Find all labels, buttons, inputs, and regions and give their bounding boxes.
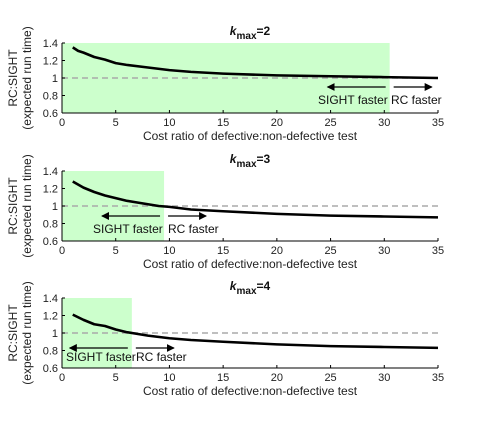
x-tick-label: 35 xyxy=(432,117,444,129)
panel-3: 0 5 10 15 20 25 30 35 0.6 0.8 1 1.2 1.4 kmax=4 Cost ra… xyxy=(6,279,444,398)
y-axis-label: RC:SIGHT xyxy=(6,49,20,107)
x-tick-label: 30 xyxy=(378,245,390,257)
y-tick-label: 0.8 xyxy=(43,219,58,231)
annotation-sight-faster: SIGHT faster xyxy=(318,93,388,107)
x-tick-label: 10 xyxy=(163,245,175,257)
y-tick-label: 1.2 xyxy=(43,184,58,196)
x-tick-label: 15 xyxy=(217,372,229,384)
y-tick-label: 0.6 xyxy=(43,236,58,248)
x-tick-label: 0 xyxy=(59,372,65,384)
y-axis-label-units: (expected run time) xyxy=(20,281,34,384)
x-tick-label: 25 xyxy=(324,117,336,129)
annotation-rc-faster: RC faster xyxy=(168,222,219,236)
y-tick-label: 1 xyxy=(52,201,58,213)
x-tick-label: 15 xyxy=(217,117,229,129)
annotation-rc-faster: RC faster xyxy=(391,93,442,107)
panel-1: 0 5 10 15 20 25 30 35 0.6 0.8 1 1.2 1.4 kmax=2 Cost ra… xyxy=(6,24,444,143)
x-tick-label: 10 xyxy=(163,372,175,384)
y-tick-label: 1 xyxy=(52,328,58,340)
x-tick-label: 30 xyxy=(378,117,390,129)
panel-title: kmax=4 xyxy=(230,279,271,297)
x-tick-label: 25 xyxy=(324,372,336,384)
x-axis-label: Cost ratio of defective:non-defective te… xyxy=(143,384,358,398)
y-tick-label: 1.2 xyxy=(43,311,58,323)
x-tick-label: 20 xyxy=(271,372,283,384)
x-tick-label: 35 xyxy=(432,372,444,384)
series-line xyxy=(72,313,439,350)
series-line xyxy=(72,46,439,80)
x-axis-label: Cost ratio of defective:non-defective te… xyxy=(143,129,358,143)
y-tick-label: 0.8 xyxy=(43,346,58,358)
y-axis-label-units: (expected run time) xyxy=(20,154,34,257)
x-tick-label: 35 xyxy=(432,245,444,257)
x-tick-label: 20 xyxy=(271,117,283,129)
annotation-sight-faster: SIGHT faster xyxy=(93,222,163,236)
x-tick-label: 30 xyxy=(378,372,390,384)
panel-title: kmax=3 xyxy=(230,152,271,170)
y-tick-label: 1.4 xyxy=(43,293,58,305)
annotation-rc-faster: RC faster xyxy=(136,350,187,364)
y-tick-label: 1.4 xyxy=(43,38,58,50)
x-tick-label: 0 xyxy=(59,117,65,129)
y-axis-label: RC:SIGHT xyxy=(6,304,20,362)
panel-2: 0 5 10 15 20 25 30 35 0.6 0.8 1 1.2 1.4 kmax=3 Cost ra… xyxy=(6,152,444,271)
x-tick-label: 5 xyxy=(113,117,119,129)
y-tick-label: 0.6 xyxy=(43,363,58,375)
y-tick-label: 1.4 xyxy=(43,166,58,178)
x-tick-label: 5 xyxy=(113,372,119,384)
y-tick-label: 1.2 xyxy=(43,56,58,68)
y-axis-label: RC:SIGHT xyxy=(6,177,20,235)
panel-title: kmax=2 xyxy=(230,24,271,42)
x-tick-label: 10 xyxy=(163,117,175,129)
x-axis-label: Cost ratio of defective:non-defective te… xyxy=(143,257,358,271)
x-tick-label: 5 xyxy=(113,245,119,257)
y-axis-label-units: (expected run time) xyxy=(20,26,34,129)
x-tick-label: 20 xyxy=(271,245,283,257)
y-tick-label: 1 xyxy=(52,73,58,85)
x-tick-label: 0 xyxy=(59,245,65,257)
x-tick-label: 25 xyxy=(324,245,336,257)
annotation-sight-faster: SIGHT faster xyxy=(66,350,136,364)
series-line xyxy=(72,180,439,219)
y-tick-label: 0.8 xyxy=(43,91,58,103)
x-tick-label: 15 xyxy=(217,245,229,257)
y-tick-label: 0.6 xyxy=(43,108,58,120)
